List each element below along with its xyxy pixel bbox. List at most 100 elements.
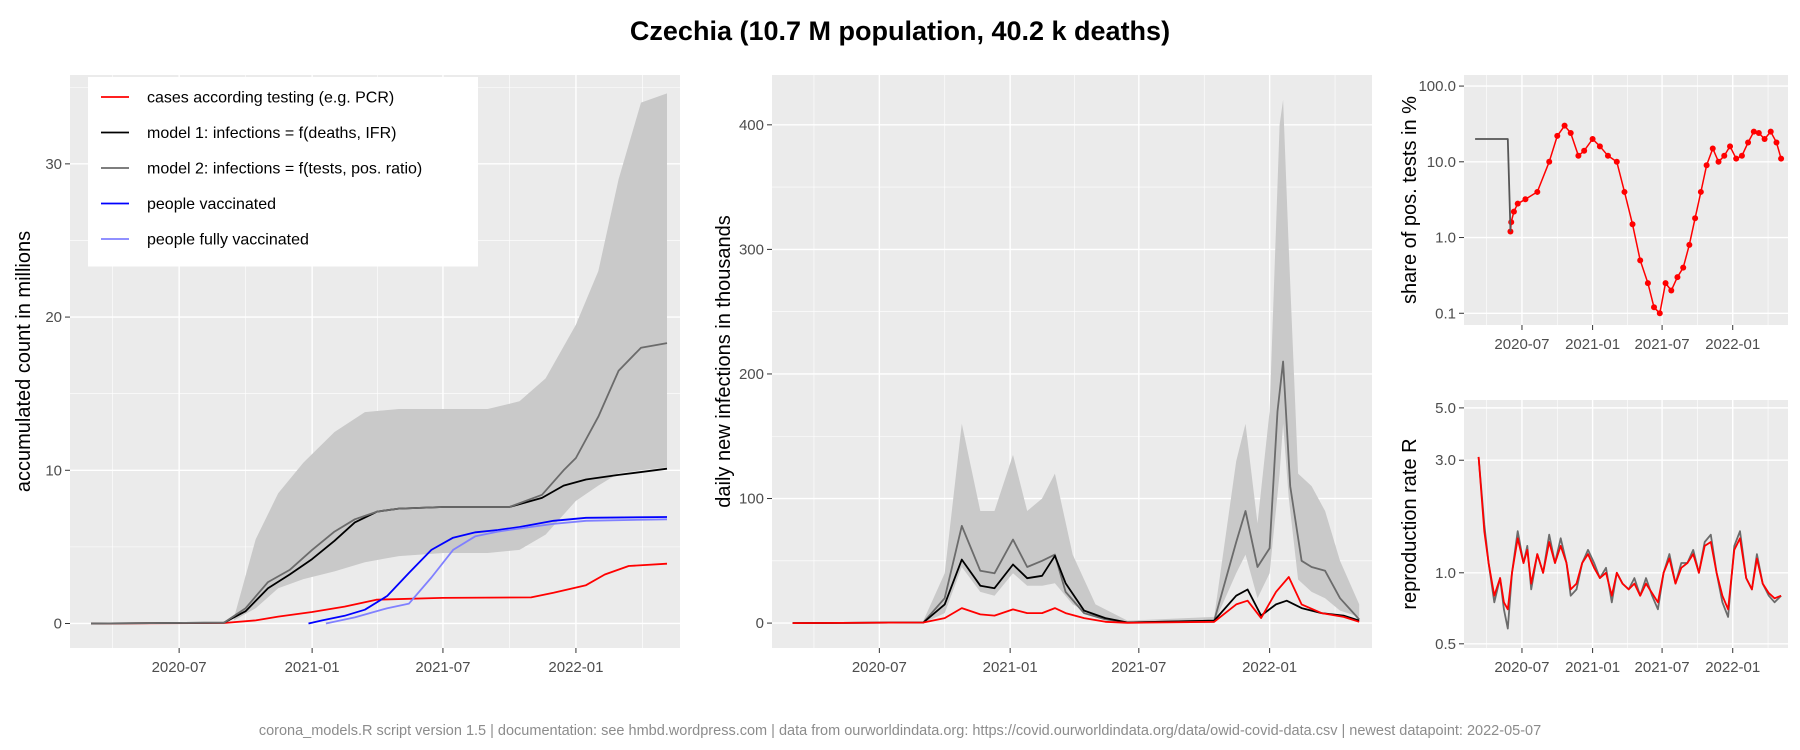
data-point [1697,188,1704,195]
data-point [1508,219,1515,226]
y-tick-label: 400 [739,117,764,134]
x-tick-label: 2022-01 [548,659,603,676]
y-axis-title: reproduction rate R [1399,438,1421,609]
data-point [1773,139,1780,146]
plot-area [1475,122,1785,317]
y-tick-label: 0.5 [1435,636,1456,653]
data-point [1629,221,1636,228]
data-point [1637,257,1644,264]
chart-positivity: 2020-07 2021-01 2021-07 2022-01 0.1 1.0 10.0 10… [1399,75,1788,353]
data-point [1575,152,1582,159]
data-point [1733,155,1740,162]
legend-label: people vaccinated [147,196,276,213]
y-axis-title: accumulated count in millions [13,231,35,492]
figure-footer: corona_models.R script version 1.5 | doc… [258,723,1542,739]
y-tick-label: 300 [739,241,764,258]
x-tick-label: 2021-07 [1635,659,1690,676]
x-tick-label: 2021-01 [285,659,340,676]
data-point [1656,310,1663,317]
chart-reproduction: 2020-07 2021-01 2021-07 2022-01 0.5 1.0 3.0 5.0… [1399,400,1788,676]
legend-label: model 1: infections = f(deaths, IFR) [147,125,396,142]
data-point [1589,136,1596,143]
x-tick-label: 2020-07 [152,659,207,676]
legend-label: cases according testing (e.g. PCR) [147,90,394,107]
x-tick-label: 2022-01 [1705,336,1760,353]
y-tick-label: 0 [54,615,62,632]
data-point [1507,228,1514,235]
series-line [792,576,1360,624]
plot-area [792,99,1360,624]
data-point [1686,241,1693,248]
y-tick-label: 30 [45,156,62,173]
data-point [1561,122,1568,129]
y-tick-label: 1.0 [1435,565,1456,582]
y-tick-label: 1.0 [1435,230,1456,247]
x-tick-label: 2021-01 [983,659,1038,676]
data-point [1738,152,1745,159]
x-tick-label: 2021-07 [1111,659,1166,676]
y-axis-title: share of pos. tests in % [1399,96,1421,304]
data-point [1709,145,1716,152]
series-line [90,562,668,625]
data-point [1662,280,1669,287]
legend-label: model 2: infections = f(tests, pos. rati… [147,161,422,178]
y-axis-title: daily new infections in thousands [713,215,735,507]
data-point [1554,132,1561,139]
y-tick-label: 10.0 [1427,154,1456,171]
x-tick-label: 2021-07 [1635,336,1690,353]
y-tick-label: 5.0 [1435,400,1456,417]
y-tick-label: 0.1 [1435,305,1456,322]
legend: cases according testing (e.g. PCR) model … [88,77,478,267]
series-line [308,516,668,625]
data-point [1755,130,1762,137]
data-point [1522,196,1529,203]
x-tick-label: 2020-07 [1494,659,1549,676]
series-line [1475,138,1512,232]
data-point [1510,208,1517,215]
legend-label: people fully vaccinated [147,232,309,249]
plot-area [90,93,668,625]
data-point [1581,147,1588,154]
y-tick-label: 100.0 [1418,78,1456,95]
data-point [1621,188,1628,195]
x-tick-label: 2022-01 [1242,659,1297,676]
y-tick-label: 20 [45,309,62,326]
series-line [792,554,1360,624]
y-tick-label: 10 [45,462,62,479]
data-point [1668,287,1675,294]
data-point [1680,264,1687,271]
y-tick-label: 0 [756,615,764,632]
data-point [1514,200,1521,207]
data-point [1761,136,1768,143]
data-point [1750,128,1757,135]
data-point [1692,215,1699,222]
y-tick-label: 100 [739,491,764,508]
data-point [1604,152,1611,159]
data-point [1651,304,1658,311]
x-tick-label: 2021-01 [1565,659,1620,676]
data-point [1721,152,1728,159]
data-point [1644,280,1651,287]
data-point [1546,158,1553,165]
data-point [1534,188,1541,195]
uncertainty-ribbon [923,99,1360,624]
x-tick-label: 2021-07 [415,659,470,676]
x-tick-label: 2021-01 [1565,336,1620,353]
data-point [1715,158,1722,165]
data-point [1613,158,1620,165]
figure-title: Czechia (10.7 M population, 40.2 k death… [629,16,1171,46]
data-point [1703,162,1710,169]
x-tick-label: 2022-01 [1705,659,1760,676]
series-line [325,518,668,625]
x-tick-label: 2020-07 [1494,336,1549,353]
data-point [1674,274,1681,281]
panel-background [1464,400,1788,648]
plot-area [1477,456,1782,630]
chart-accumulated: 2020-07 2021-01 2021-07 2022-01 0 10 20 30 accum… [13,75,680,676]
series-line [1477,456,1782,611]
data-point [1745,139,1752,146]
data-point [1567,130,1574,137]
legend-box [88,77,478,267]
